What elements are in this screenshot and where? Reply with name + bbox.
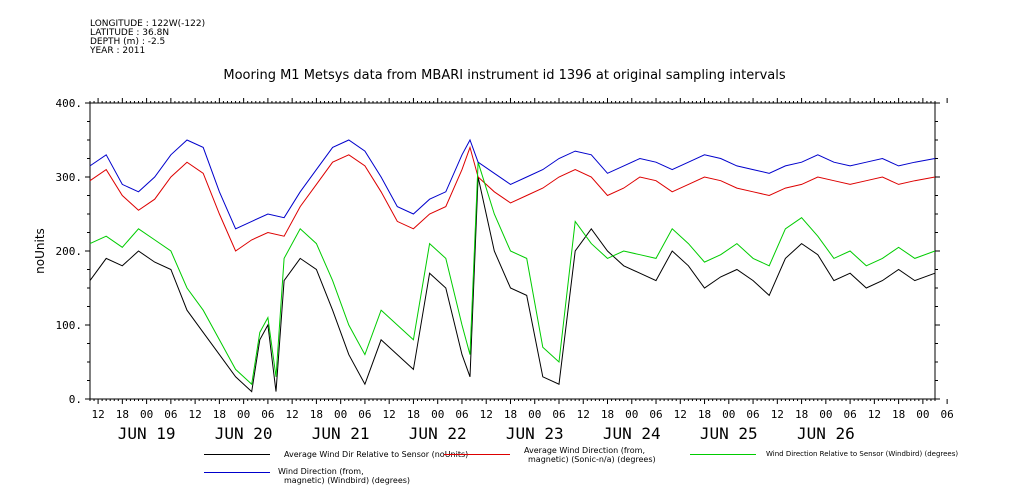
metadata-block: LONGITUDE : 122W(-122) LATITUDE : 36.8N …	[90, 20, 205, 56]
day-label: JUN 19	[118, 424, 176, 443]
x-tick-label: 18	[601, 408, 614, 421]
day-label: JUN 21	[312, 424, 370, 443]
x-tick-label: 18	[892, 408, 905, 421]
day-label: JUN 25	[700, 424, 758, 443]
legend-label-red-line2: magnetic) (Sonic-n/a) (degrees)	[528, 455, 656, 464]
x-tick-label: 12	[480, 408, 493, 421]
x-tick-label: 06	[358, 408, 371, 421]
x-tick-label: 06	[843, 408, 856, 421]
series-line-1	[89, 145, 936, 252]
x-tick-label: 00	[625, 408, 638, 421]
x-tick-label: 18	[795, 408, 808, 421]
depth-text: DEPTH (m) : -2.5	[90, 37, 166, 47]
x-tick-label: 00	[722, 408, 735, 421]
longitude-text: LONGITUDE : 122W(-122)	[90, 19, 206, 29]
y-tick-label: 100.	[56, 319, 83, 332]
y-tick-label: 300.	[56, 171, 83, 184]
day-label: JUN 23	[506, 424, 564, 443]
x-tick-label: 12	[771, 408, 784, 421]
x-tick-label: 06	[164, 408, 177, 421]
x-tick-label: 06	[455, 408, 468, 421]
day-label: JUN 26	[797, 424, 855, 443]
legend-swatch-red	[444, 454, 510, 455]
x-tick-label: 18	[698, 408, 711, 421]
legend-label-red-line1: Average Wind Direction (from,	[524, 446, 646, 455]
x-tick-label: 18	[504, 408, 517, 421]
y-tick-label: 0.	[69, 393, 82, 406]
x-tick-label: 06	[649, 408, 662, 421]
x-tick-label: 12	[674, 408, 687, 421]
year-text: YEAR : 2011	[90, 46, 146, 56]
legend-label-black: Average Wind Dir Relative to Sensor (noU…	[284, 450, 469, 459]
x-tick-label: 00	[431, 408, 444, 421]
x-tick-label: 00	[334, 408, 347, 421]
x-tick-label: 00	[528, 408, 541, 421]
x-tick-label: 06	[261, 408, 274, 421]
legend-label-blue-line2: magnetic) (Windbird) (degrees)	[284, 476, 411, 485]
legend-label-green: Wind Direction Relative to Sensor (Windb…	[766, 450, 959, 458]
series-line-3	[89, 138, 936, 230]
x-tick-label: 12	[577, 408, 590, 421]
y-axis-label: noUnits	[33, 228, 47, 274]
latitude-text: LATITUDE : 36.8N	[90, 28, 170, 38]
legend-swatch-black	[204, 454, 270, 455]
day-label: JUN 22	[409, 424, 467, 443]
x-tick-label: 12	[188, 408, 201, 421]
x-tick-label: 00	[819, 408, 832, 421]
x-tick-label: 12	[383, 408, 396, 421]
legend-label-blue-line1: Wind Direction (from,	[278, 467, 364, 476]
series-line-2	[89, 162, 936, 386]
y-tick-label: 400.	[56, 97, 83, 110]
x-tick-label: 12	[286, 408, 299, 421]
legend-swatch-blue	[204, 472, 270, 473]
x-tick-label: 18	[310, 408, 323, 421]
x-tick-label: 00	[916, 408, 929, 421]
legend-swatch-green	[690, 454, 756, 455]
x-tick-label: 18	[213, 408, 226, 421]
x-tick-label: 18	[116, 408, 129, 421]
day-label: JUN 24	[603, 424, 661, 443]
x-tick-label: 18	[407, 408, 420, 421]
series-line-0	[89, 176, 936, 393]
x-tick-label: 12	[868, 408, 881, 421]
x-tick-label: 12	[91, 408, 104, 421]
plot-frame	[89, 102, 936, 400]
x-tick-label: 00	[237, 408, 250, 421]
x-tick-label: 00	[140, 408, 153, 421]
x-tick-label: 06	[941, 408, 954, 421]
day-label: JUN 20	[215, 424, 273, 443]
chart-title: Mooring M1 Metsys data from MBARI instru…	[223, 68, 786, 83]
x-tick-label: 06	[746, 408, 759, 421]
y-tick-label: 200.	[56, 245, 83, 258]
x-tick-label: 06	[552, 408, 565, 421]
